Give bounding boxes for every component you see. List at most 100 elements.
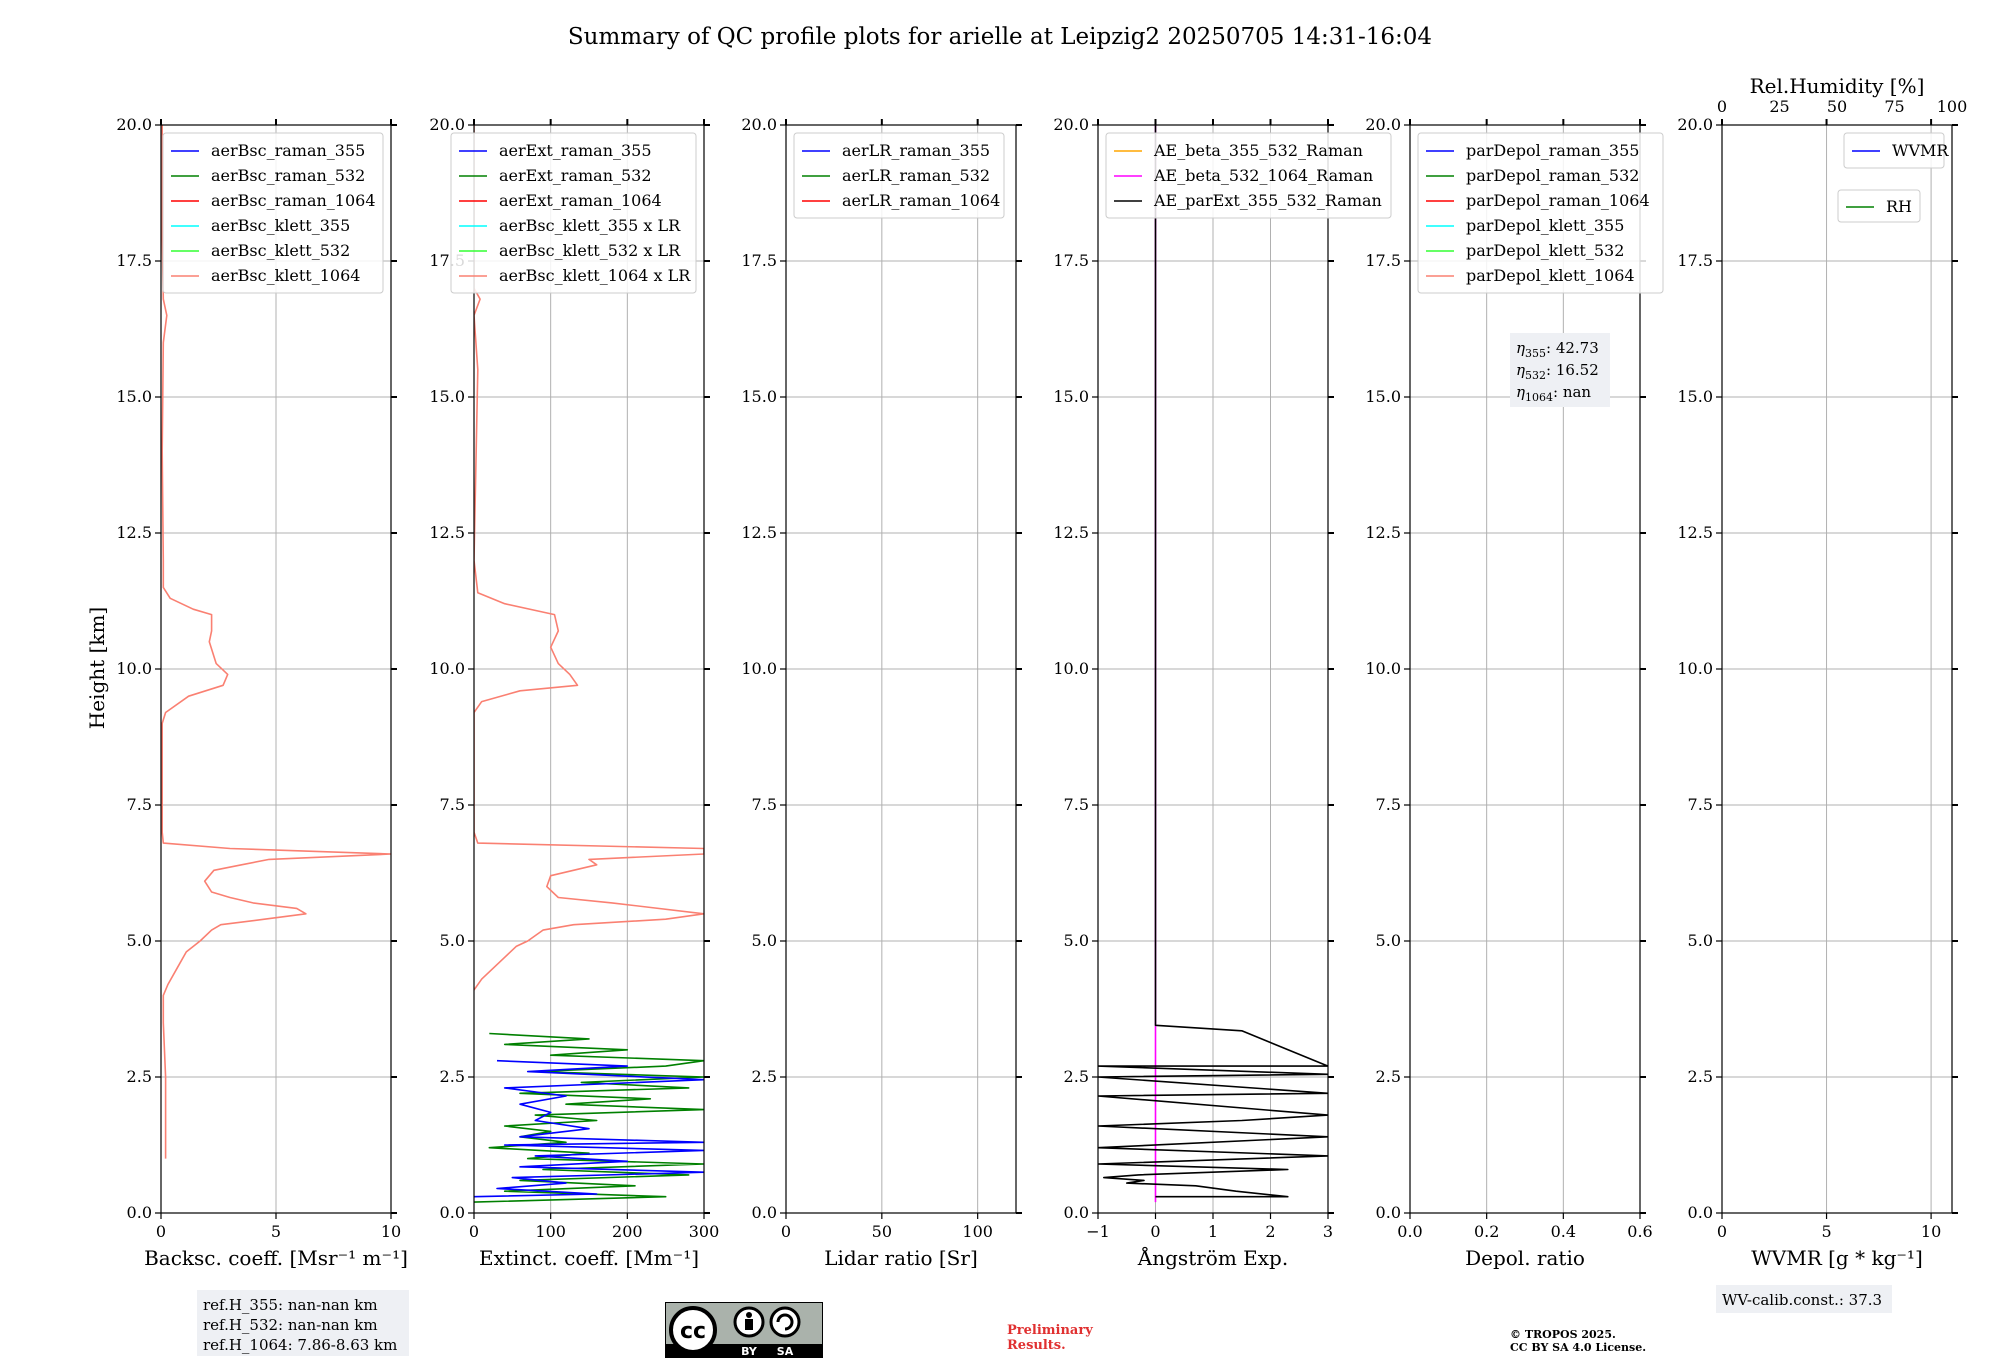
- eta-symbol: η: [1516, 361, 1525, 379]
- y-tick-label: 20.0: [1365, 115, 1401, 134]
- y-tick-label: 12.5: [116, 523, 152, 542]
- wv-calib-text: WV-calib.const.: 37.3: [1722, 1291, 1882, 1309]
- y-tick-label: 10.0: [741, 659, 777, 678]
- legend-label: parDepol_raman_1064: [1466, 191, 1650, 210]
- y-tick-label: 10.0: [116, 659, 152, 678]
- y-tick-label: 2.5: [1688, 1067, 1713, 1086]
- eta-line: η1064: nan: [1516, 383, 1591, 404]
- series-line-aerBsc_klett_1064 x LR: [474, 125, 704, 991]
- y-tick-label: 5.0: [1376, 931, 1401, 950]
- x-tick-label: 10: [1921, 1222, 1941, 1241]
- y-tick-label: 10.0: [429, 659, 465, 678]
- y-tick-label: 15.0: [429, 387, 465, 406]
- legend-label: aerBsc_raman_1064: [211, 191, 376, 210]
- y-tick-label: 10.0: [1053, 659, 1089, 678]
- y-tick-label: 20.0: [429, 115, 465, 134]
- y-tick-label: 17.5: [1365, 251, 1401, 270]
- series-line-AE_parExt_355_532_Raman: [1098, 125, 1328, 1198]
- x-tick-label: 0.4: [1551, 1222, 1576, 1241]
- x-tick-label: 100: [962, 1222, 993, 1241]
- top-axis-label: Rel.Humidity [%]: [1750, 74, 1925, 98]
- eta-line: η355: 42.73: [1516, 339, 1599, 360]
- y-tick-label: 15.0: [741, 387, 777, 406]
- figure-title: Summary of QC profile plots for arielle …: [568, 24, 1432, 50]
- x-axis-label: Lidar ratio [Sr]: [824, 1246, 978, 1270]
- panel-lidar-ratio: 0.0 2.5 5.0 7.5 10.0 12.5 15.0 17.5 20.0 0 50 100 Li…: [741, 115, 1022, 1270]
- legend-label: parDepol_klett_532: [1466, 241, 1624, 260]
- legend-label: aerExt_raman_532: [499, 166, 652, 185]
- x-tick-label: 3: [1323, 1222, 1333, 1241]
- eta-subscript: 355: [1525, 347, 1546, 360]
- x-tick-label: −1: [1086, 1222, 1110, 1241]
- legend-label: aerLR_raman_1064: [842, 191, 1000, 210]
- legend-label: aerBsc_klett_1064 x LR: [499, 266, 691, 285]
- legend-label: aerBsc_klett_355 x LR: [499, 216, 681, 235]
- y-tick-label: 10.0: [1365, 659, 1401, 678]
- x-axis-label: Extinct. coeff. [Mm⁻¹]: [479, 1246, 699, 1270]
- x-axis-label: Depol. ratio: [1465, 1246, 1585, 1270]
- legend: aerExt_raman_355 aerExt_raman_532 aerExt_r…: [450, 132, 697, 294]
- legend-frame: [162, 132, 384, 294]
- x-tick-label: 300: [689, 1222, 720, 1241]
- legend-label: parDepol_klett_1064: [1466, 266, 1635, 285]
- legend-frame: [450, 132, 697, 294]
- legend-label: AE_beta_532_1064_Raman: [1153, 166, 1373, 185]
- series-group: [1098, 125, 1328, 1203]
- panel-angstrom: 0.0 2.5 5.0 7.5 10.0 12.5 15.0 17.5 20.0 −1 0 1 2 3 Ån…: [1053, 115, 1392, 1270]
- x-tick-label: 5: [271, 1222, 281, 1241]
- legend-label: aerBsc_raman_355: [211, 141, 365, 160]
- x-axis-label: Ångström Exp.: [1137, 1245, 1288, 1270]
- legend-label: AE_beta_355_532_Raman: [1153, 141, 1363, 160]
- y-tick-label: 15.0: [1677, 387, 1713, 406]
- x-tick-label: 0: [1717, 1222, 1727, 1241]
- series-line-aerExt_raman_355: [474, 1059, 704, 1198]
- y-tick-label: 20.0: [741, 115, 777, 134]
- legend-label: WVMR: [1892, 141, 1949, 160]
- series-line-aerBsc_klett_1064: [161, 125, 391, 1159]
- legend-label: aerBsc_klett_532: [211, 241, 350, 260]
- series-group: [161, 125, 391, 1159]
- cc-license-badge: cc BY SA: [664, 1301, 824, 1359]
- legend-frame: [1417, 132, 1664, 294]
- x-tick-label: 50: [872, 1222, 892, 1241]
- y-tick-label: 20.0: [1677, 115, 1713, 134]
- x-axis-label: WVMR [g * kg⁻¹]: [1751, 1246, 1923, 1270]
- y-tick-label: 7.5: [127, 795, 152, 814]
- y-tick-label: 15.0: [116, 387, 152, 406]
- cc-icon-text: cc: [680, 1319, 706, 1344]
- eta-symbol: η: [1516, 339, 1525, 357]
- reference-height-text: ref.H_532: nan-nan km: [203, 1316, 378, 1334]
- legend-label: aerLR_raman_532: [842, 166, 990, 185]
- x-tick-label: 0: [1150, 1222, 1160, 1241]
- y-axis-label: Height [km]: [85, 607, 109, 729]
- eta-value: : nan: [1553, 383, 1591, 401]
- y-tick-label: 2.5: [752, 1067, 777, 1086]
- legend-label: parDepol_raman_532: [1466, 166, 1639, 185]
- legend-label: aerExt_raman_1064: [499, 191, 662, 210]
- copyright-line-1: © TROPOS 2025.: [1510, 1328, 1616, 1341]
- legend-label: aerBsc_raman_532: [211, 166, 365, 185]
- top-tick-label: 50: [1827, 97, 1847, 116]
- x-tick-label: 100: [535, 1222, 566, 1241]
- y-tick-label: 5.0: [752, 931, 777, 950]
- x-tick-label: 200: [612, 1222, 643, 1241]
- y-tick-label: 17.5: [741, 251, 777, 270]
- series-group: [474, 125, 704, 1203]
- reference-height-text: ref.H_1064: 7.86-8.63 km: [203, 1336, 397, 1354]
- y-tick-label: 20.0: [1053, 115, 1089, 134]
- top-tick-label: 75: [1884, 97, 1904, 116]
- legend: parDepol_raman_355 parDepol_raman_532 parD…: [1417, 132, 1664, 294]
- y-tick-label: 2.5: [1376, 1067, 1401, 1086]
- series-line-aerExt_raman_532: [474, 1032, 704, 1203]
- legend-frame: [1105, 132, 1392, 219]
- y-tick-label: 7.5: [1064, 795, 1089, 814]
- legend-label: aerBsc_klett_532 x LR: [499, 241, 681, 260]
- legend-label: parDepol_raman_355: [1466, 141, 1639, 160]
- y-tick-label: 0.0: [752, 1203, 777, 1222]
- reference-height-box: [197, 1290, 409, 1356]
- x-tick-label: 0: [156, 1222, 166, 1241]
- x-tick-label: 1: [1208, 1222, 1218, 1241]
- y-tick-label: 5.0: [1064, 931, 1089, 950]
- x-tick-label: 5: [1821, 1222, 1831, 1241]
